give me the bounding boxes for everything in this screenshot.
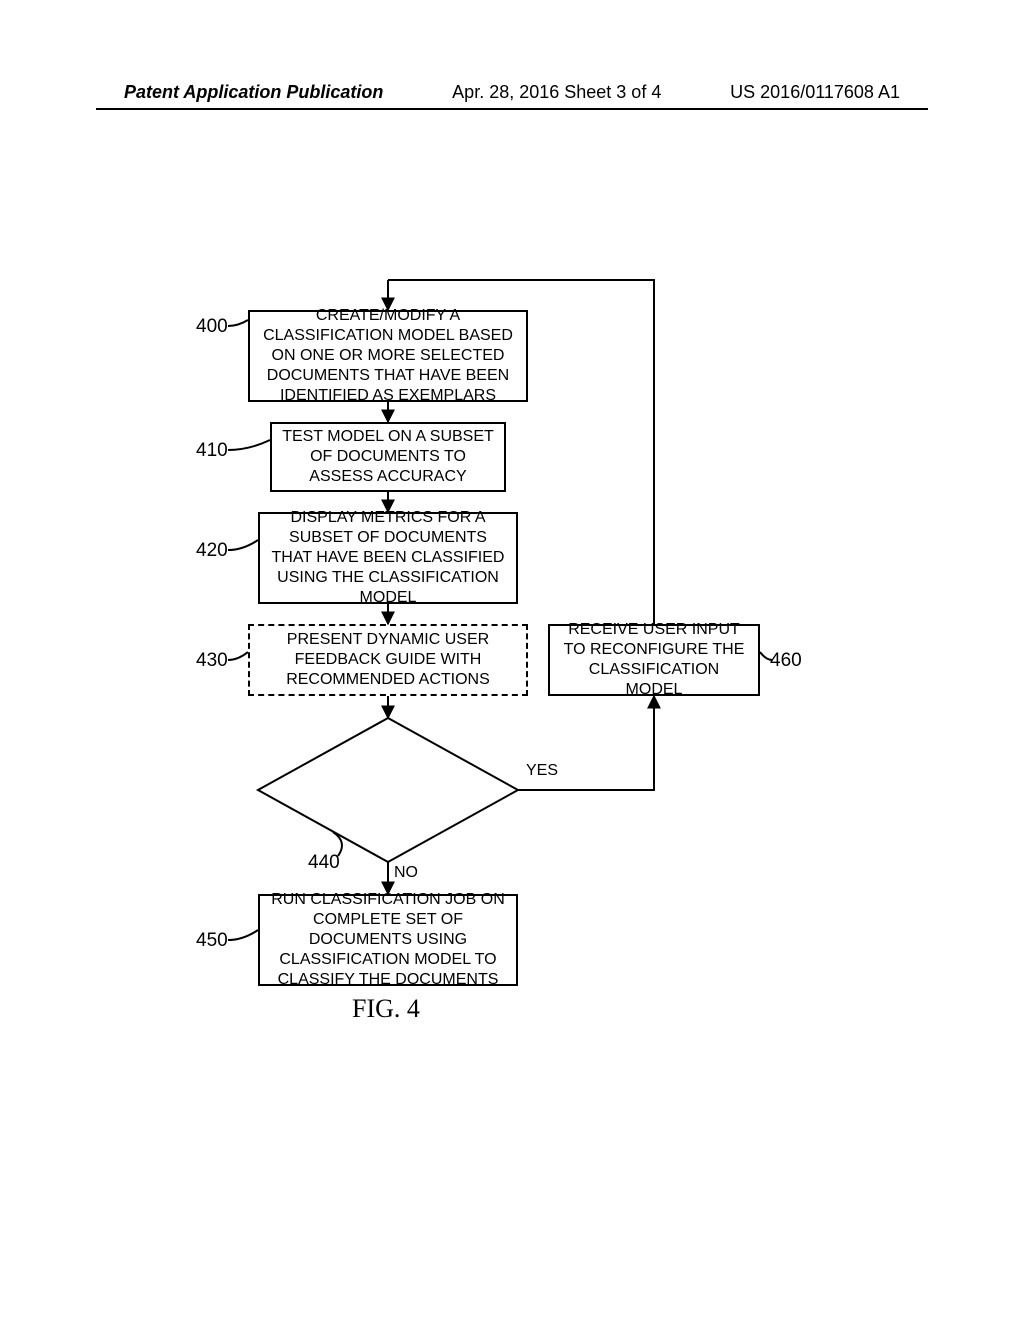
page: Patent Application Publication Apr. 28, … xyxy=(0,0,1024,1320)
edge-label-yes: YES xyxy=(526,762,558,780)
ref-420: 420 xyxy=(196,540,228,562)
box-create-modify: CREATE/MODIFY A CLASSIFICATION MODEL BAS… xyxy=(248,310,528,402)
header-left: Patent Application Publication xyxy=(124,82,383,103)
decision-text: RECONFIGURE/ REFINE MODEL? xyxy=(308,770,468,810)
box-present-feedback: PRESENT DYNAMIC USER FEEDBACK GUIDE WITH… xyxy=(248,624,528,696)
figure-caption: FIG. 4 xyxy=(352,994,420,1024)
ref-400: 400 xyxy=(196,316,228,338)
header-right: US 2016/0117608 A1 xyxy=(730,82,900,103)
box-test-model: TEST MODEL ON A SUBSET OF DOCUMENTS TO A… xyxy=(270,422,506,492)
ref-450: 450 xyxy=(196,930,228,952)
box-text: CREATE/MODIFY A CLASSIFICATION MODEL BAS… xyxy=(260,306,516,406)
box-text: RUN CLASSIFICATION JOB ON COMPLETE SET O… xyxy=(270,890,506,990)
box-run-classification: RUN CLASSIFICATION JOB ON COMPLETE SET O… xyxy=(258,894,518,986)
header-mid: Apr. 28, 2016 Sheet 3 of 4 xyxy=(452,82,661,103)
box-display-metrics: DISPLAY METRICS FOR A SUBSET OF DOCUMENT… xyxy=(258,512,518,604)
box-text: PRESENT DYNAMIC USER FEEDBACK GUIDE WITH… xyxy=(260,630,516,690)
ref-440: 440 xyxy=(308,852,340,874)
box-receive-input: RECEIVE USER INPUT TO RECONFIGURE THE CL… xyxy=(548,624,760,696)
ref-410: 410 xyxy=(196,440,228,462)
decision-label: RECONFIGURE/ REFINE MODEL? xyxy=(324,771,453,808)
page-header: Patent Application Publication Apr. 28, … xyxy=(0,82,1024,103)
ref-430: 430 xyxy=(196,650,228,672)
ref-460: 460 xyxy=(770,650,802,672)
header-rule xyxy=(96,108,928,110)
edge-label-no: NO xyxy=(394,864,418,882)
box-text: DISPLAY METRICS FOR A SUBSET OF DOCUMENT… xyxy=(270,508,506,608)
box-text: RECEIVE USER INPUT TO RECONFIGURE THE CL… xyxy=(560,620,748,700)
box-text: TEST MODEL ON A SUBSET OF DOCUMENTS TO A… xyxy=(282,427,494,487)
